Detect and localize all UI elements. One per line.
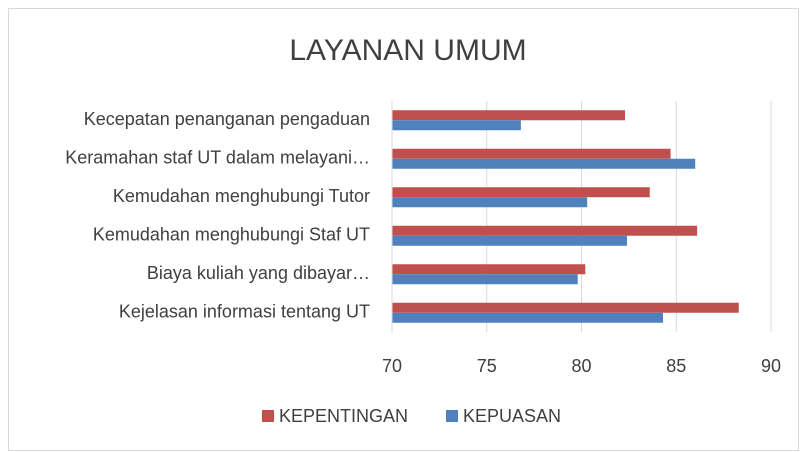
bar — [392, 264, 586, 275]
legend-label: KEPUASAN — [463, 406, 561, 426]
bar — [392, 302, 739, 313]
bar — [392, 110, 626, 121]
x-tick-label: 75 — [477, 356, 497, 376]
y-tick-label: Biaya kuliah yang dibayar… — [147, 263, 370, 283]
legend-label: KEPENTINGAN — [279, 406, 408, 426]
bar — [392, 148, 671, 159]
bar — [392, 312, 663, 323]
legend-swatch — [446, 410, 458, 422]
bar — [392, 225, 698, 236]
bar — [392, 197, 588, 208]
bar — [392, 274, 578, 285]
y-tick-label: Kecepatan penanganan pengaduan — [84, 109, 370, 129]
y-tick-label: Kemudahan menghubungi Tutor — [113, 186, 370, 206]
x-tick-label: 80 — [571, 356, 591, 376]
y-tick-label: Keramahan staf UT dalam melayani… — [65, 148, 370, 168]
legend-swatch — [262, 410, 274, 422]
chart-title: LAYANAN UMUM — [289, 34, 526, 67]
x-tick-label: 70 — [382, 356, 402, 376]
bar — [392, 235, 627, 246]
bar — [392, 187, 650, 198]
bar — [392, 158, 696, 169]
y-tick-label: Kejelasan informasi tentang UT — [119, 302, 370, 322]
x-tick-label: 90 — [761, 356, 781, 376]
bar — [392, 120, 521, 131]
y-tick-label: Kemudahan menghubungi Staf UT — [93, 225, 370, 245]
x-tick-label: 85 — [666, 356, 686, 376]
